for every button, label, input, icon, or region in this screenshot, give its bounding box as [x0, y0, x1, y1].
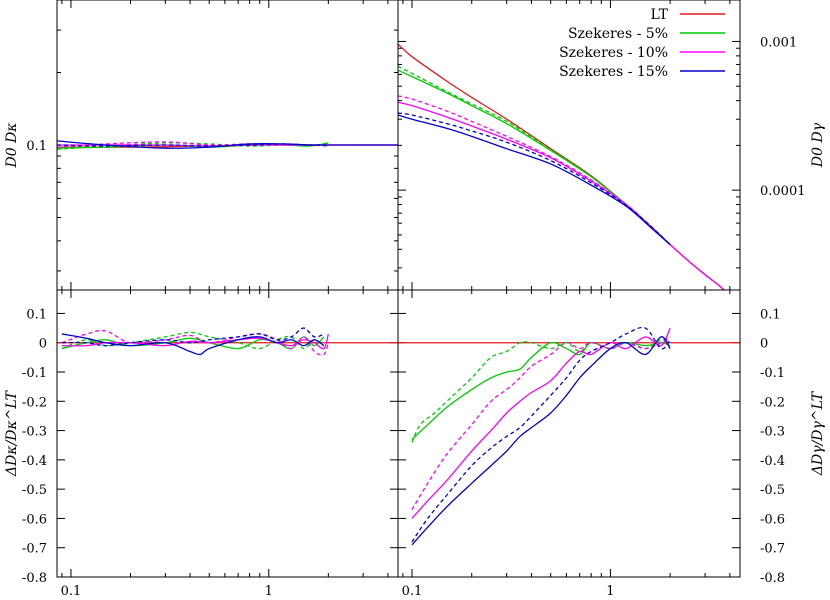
y-tick-label: -0.4 [22, 454, 47, 469]
series-line-szekeres-15- [57, 140, 398, 149]
series-group [57, 327, 398, 356]
y-tick-label: 0.0001 [760, 184, 806, 199]
panel-bottom-left: 0.1 1 0.1 0 -0.1 -0.2 -0.3 -0.4 -0.5 -0.6 -0.7 -0.8… [4, 289, 399, 599]
y-tick-label: -0.1 [760, 366, 785, 381]
series-line-dashed-4 [398, 95, 671, 246]
y-tick-label: -0.5 [760, 483, 785, 498]
legend-label: Szekeres - 5% [568, 26, 668, 42]
y-tick-label: -0.7 [760, 542, 785, 557]
y-tick-label: -0.8 [760, 571, 785, 586]
series-line-dashed-2 [61, 331, 325, 350]
legend-label: LT [651, 7, 669, 23]
panel-frame [397, 289, 741, 578]
y-tick-label: -0.7 [22, 542, 47, 557]
series-line-dashed-6 [411, 326, 671, 543]
y-axis-title: D0 Dκ [4, 123, 20, 169]
x-tick-label: 1 [606, 584, 614, 599]
y-tick-label: -0.6 [760, 512, 785, 527]
series-group [398, 43, 725, 290]
panel-frame [397, 0, 741, 291]
panel-bottom-right: 0.1 1 0.1 0 -0.1 -0.2 -0.3 -0.4 -0.5 -0.6 -0.7 -0.8… [397, 289, 826, 599]
legend-label: Szekeres - 15% [559, 64, 668, 80]
series-line-szekeres-5- [61, 336, 325, 350]
series-line-dashed-6 [398, 112, 671, 246]
legend: LT Szekeres - 5% Szekeres - 10% Szekeres - … [559, 7, 725, 80]
series-line-szekeres-15- [411, 336, 671, 546]
x-tick-label: 0.1 [61, 584, 82, 599]
series-line-szekeres-5- [411, 341, 671, 440]
panel-frame [56, 289, 399, 578]
y-tick-label: 0.1 [760, 307, 781, 322]
panels-layer: 0.1 D0 Dκ 0.001 0.0001 D0 Dγ 0.1 1 0.1 0 -0.1 -0.2… [4, 0, 826, 599]
y-tick-label: 0.1 [26, 139, 47, 154]
y-tick-label: 0.1 [26, 307, 47, 322]
series-group [57, 140, 398, 150]
series-line-szekeres-15- [61, 333, 325, 356]
y-tick-label: 0 [39, 337, 47, 352]
series-group [398, 326, 740, 546]
y-tick-label: -0.2 [22, 395, 47, 410]
series-line-dashed-6 [61, 327, 325, 347]
y-axis-title: ΔDγ/Dγ^LT [810, 390, 826, 476]
y-tick-label: 0.001 [760, 35, 797, 50]
y-tick-label: -0.6 [22, 512, 47, 527]
series-line-szekeres-10- [398, 101, 725, 290]
series-line-dashed-2 [411, 338, 671, 443]
y-tick-label: -0.3 [760, 425, 785, 440]
y-tick-label: -0.3 [22, 425, 47, 440]
panel-top-left: 0.1 D0 Dκ [4, 0, 399, 291]
y-tick-label: -0.4 [760, 454, 785, 469]
y-axis-title: D0 Dγ [810, 122, 826, 168]
legend-label: Szekeres - 10% [559, 45, 668, 61]
x-tick-label: 1 [265, 584, 273, 599]
series-line-dashed-4 [411, 336, 671, 510]
y-axis-title: ΔDκ/Dκ^LT [4, 389, 20, 477]
series-line-szekeres-15- [398, 114, 671, 246]
y-tick-label: -0.5 [22, 483, 47, 498]
y-tick-label: -0.8 [22, 571, 47, 586]
y-tick-label: -0.2 [760, 395, 785, 410]
series-line-dashed-2 [398, 65, 671, 246]
x-tick-label: 0.1 [402, 584, 423, 599]
y-tick-label: 0 [760, 337, 768, 352]
y-tick-label: -0.1 [22, 366, 47, 381]
